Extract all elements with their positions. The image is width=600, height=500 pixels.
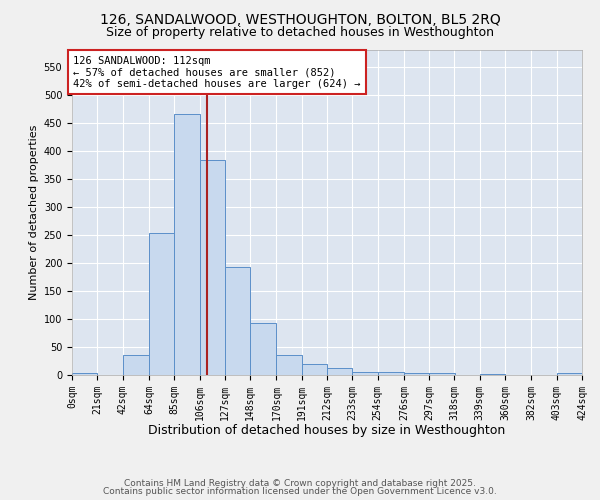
- Bar: [557, 374, 582, 375]
- Bar: [72, 374, 97, 375]
- Bar: [174, 114, 199, 375]
- Bar: [429, 374, 455, 375]
- Bar: [327, 368, 352, 375]
- Bar: [122, 356, 149, 375]
- Bar: [250, 323, 277, 375]
- Bar: [225, 268, 250, 375]
- Text: 126, SANDALWOOD, WESTHOUGHTON, BOLTON, BL5 2RQ: 126, SANDALWOOD, WESTHOUGHTON, BOLTON, B…: [100, 12, 500, 26]
- Text: Contains public sector information licensed under the Open Government Licence v3: Contains public sector information licen…: [103, 487, 497, 496]
- Bar: [377, 372, 404, 375]
- Bar: [480, 374, 505, 375]
- Bar: [199, 160, 225, 375]
- Y-axis label: Number of detached properties: Number of detached properties: [29, 125, 40, 300]
- Text: 126 SANDALWOOD: 112sqm
← 57% of detached houses are smaller (852)
42% of semi-de: 126 SANDALWOOD: 112sqm ← 57% of detached…: [73, 56, 361, 89]
- Bar: [302, 364, 327, 375]
- Bar: [404, 374, 429, 375]
- X-axis label: Distribution of detached houses by size in Westhoughton: Distribution of detached houses by size …: [148, 424, 506, 437]
- Bar: [149, 233, 174, 375]
- Text: Size of property relative to detached houses in Westhoughton: Size of property relative to detached ho…: [106, 26, 494, 39]
- Bar: [352, 372, 377, 375]
- Text: Contains HM Land Registry data © Crown copyright and database right 2025.: Contains HM Land Registry data © Crown c…: [124, 478, 476, 488]
- Bar: [277, 356, 302, 375]
